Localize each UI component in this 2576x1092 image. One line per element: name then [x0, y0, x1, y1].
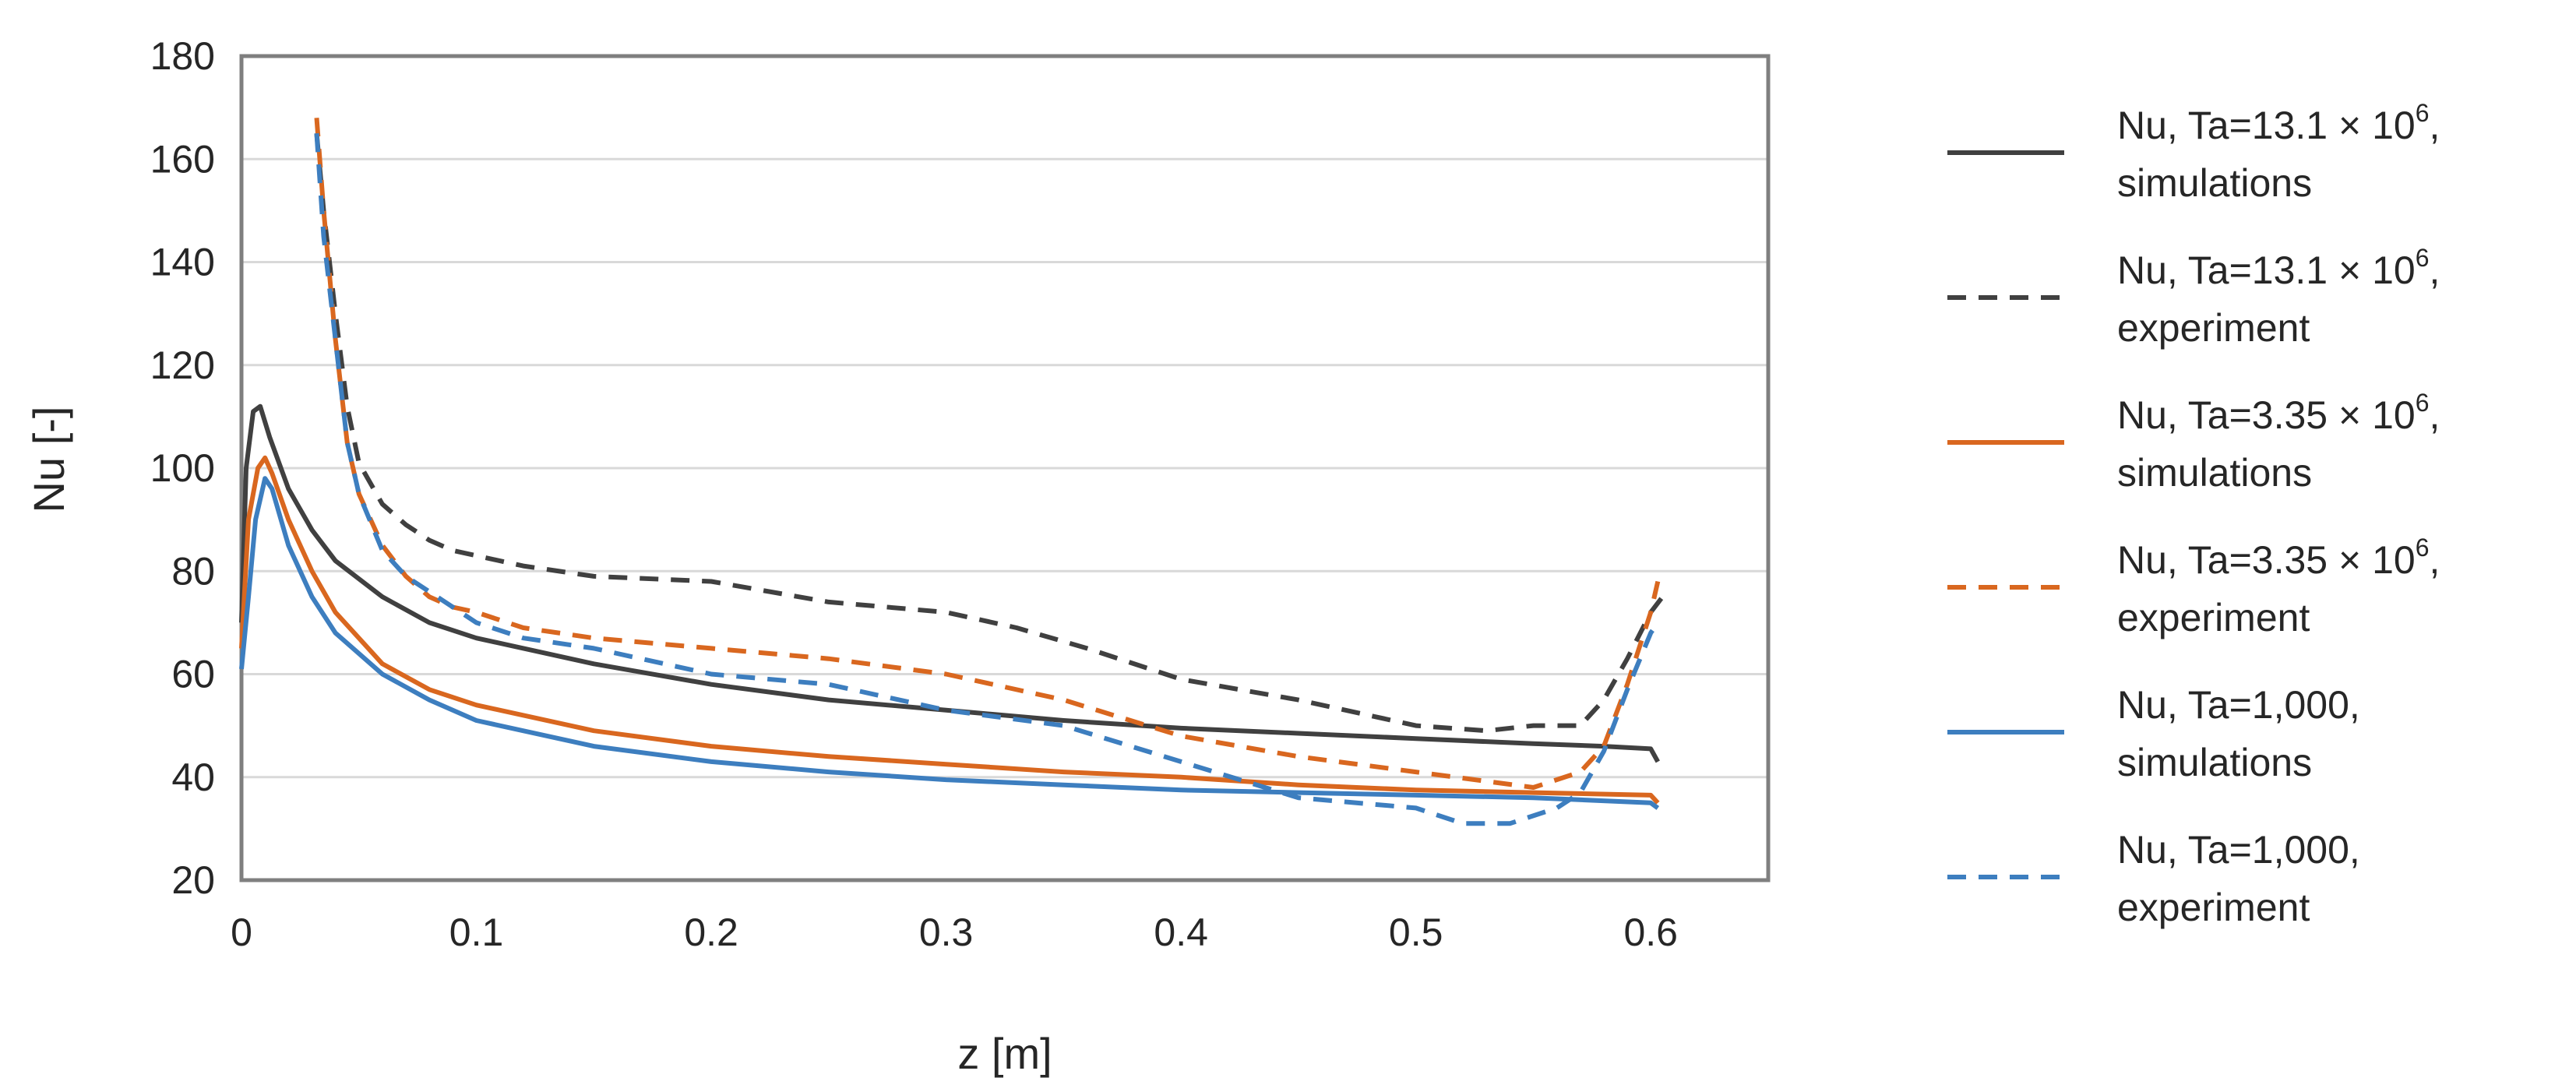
series-line-1	[239, 403, 1660, 763]
legend-label-main: Nu, Ta=1,000,	[2117, 828, 2360, 872]
legend-label-line1: Nu, Ta=3.35 × 106,	[2117, 534, 2440, 582]
legend-label-line2: simulations	[2117, 451, 2312, 495]
x-axis-title: z [m]	[957, 1029, 1052, 1078]
y-tick-label: 120	[150, 343, 215, 387]
legend-label-line1: Nu, Ta=13.1 × 106,	[2117, 99, 2440, 147]
y-tick-label: 140	[150, 241, 215, 284]
legend-label-main: Nu, Ta=13.1 × 10	[2117, 104, 2416, 147]
legend-label-line2: simulations	[2117, 161, 2312, 205]
legend-label-main: Nu, Ta=1,000,	[2117, 683, 2360, 727]
legend-label-end: ,	[2430, 538, 2440, 582]
y-tick-label: 100	[150, 446, 215, 490]
series-line-3	[239, 455, 1660, 805]
legend-label-end: ,	[2430, 104, 2440, 147]
x-tick-label: 0	[231, 911, 252, 954]
gridlines	[241, 55, 1768, 779]
x-tick-label: 0.3	[919, 911, 974, 954]
tick-labels: 20 40 60 80 100 120 140 160 180 0 0.1 0.2 0.3 0.4 0.5 0…	[150, 34, 1678, 954]
y-axis-title: Nu [-]	[24, 407, 73, 513]
legend-label-line1: Nu, Ta=1,000,	[2117, 828, 2360, 872]
y-tick-label: 40	[171, 756, 215, 799]
x-tick-label: 0.5	[1389, 911, 1443, 954]
legend-label-line2: experiment	[2117, 306, 2310, 350]
legend-label-sup: 6	[2416, 244, 2430, 272]
legend-label-line1: Nu, Ta=13.1 × 106,	[2117, 244, 2440, 292]
series-line-4	[314, 118, 1661, 790]
series-line-5	[239, 476, 1660, 810]
legend-label-line2: simulations	[2117, 741, 2312, 784]
legend-label-end: ,	[2430, 393, 2440, 437]
y-tick-label: 160	[150, 137, 215, 181]
y-tick-label: 180	[150, 34, 215, 78]
legend-label-sup: 6	[2416, 389, 2430, 417]
legend-label-main: Nu, Ta=3.35 × 10	[2117, 538, 2416, 582]
legend-label-line2: experiment	[2117, 886, 2310, 929]
x-tick-label: 0.4	[1154, 911, 1208, 954]
legend-label-sup: 6	[2416, 534, 2430, 562]
legend-label-main: Nu, Ta=13.1 × 10	[2117, 248, 2416, 292]
series-line-2	[314, 132, 1665, 734]
x-tick-label: 0.6	[1623, 911, 1678, 954]
legend-label-line1: Nu, Ta=1,000,	[2117, 683, 2360, 727]
series-lines	[239, 118, 1665, 826]
legend-label-line2: experiment	[2117, 596, 2310, 639]
legend-label-line1: Nu, Ta=3.35 × 106,	[2117, 389, 2440, 437]
legend-label-main: Nu, Ta=3.35 × 10	[2117, 393, 2416, 437]
y-tick-label: 60	[171, 653, 215, 696]
legend-label-end: ,	[2430, 248, 2440, 292]
y-tick-label: 20	[171, 858, 215, 902]
x-tick-label: 0.1	[449, 911, 504, 954]
x-tick-label: 0.2	[684, 911, 738, 954]
legend-label-sup: 6	[2416, 99, 2430, 127]
series-line-6	[314, 132, 1660, 826]
y-tick-label: 80	[171, 549, 215, 593]
plot-area-border	[239, 54, 1771, 882]
